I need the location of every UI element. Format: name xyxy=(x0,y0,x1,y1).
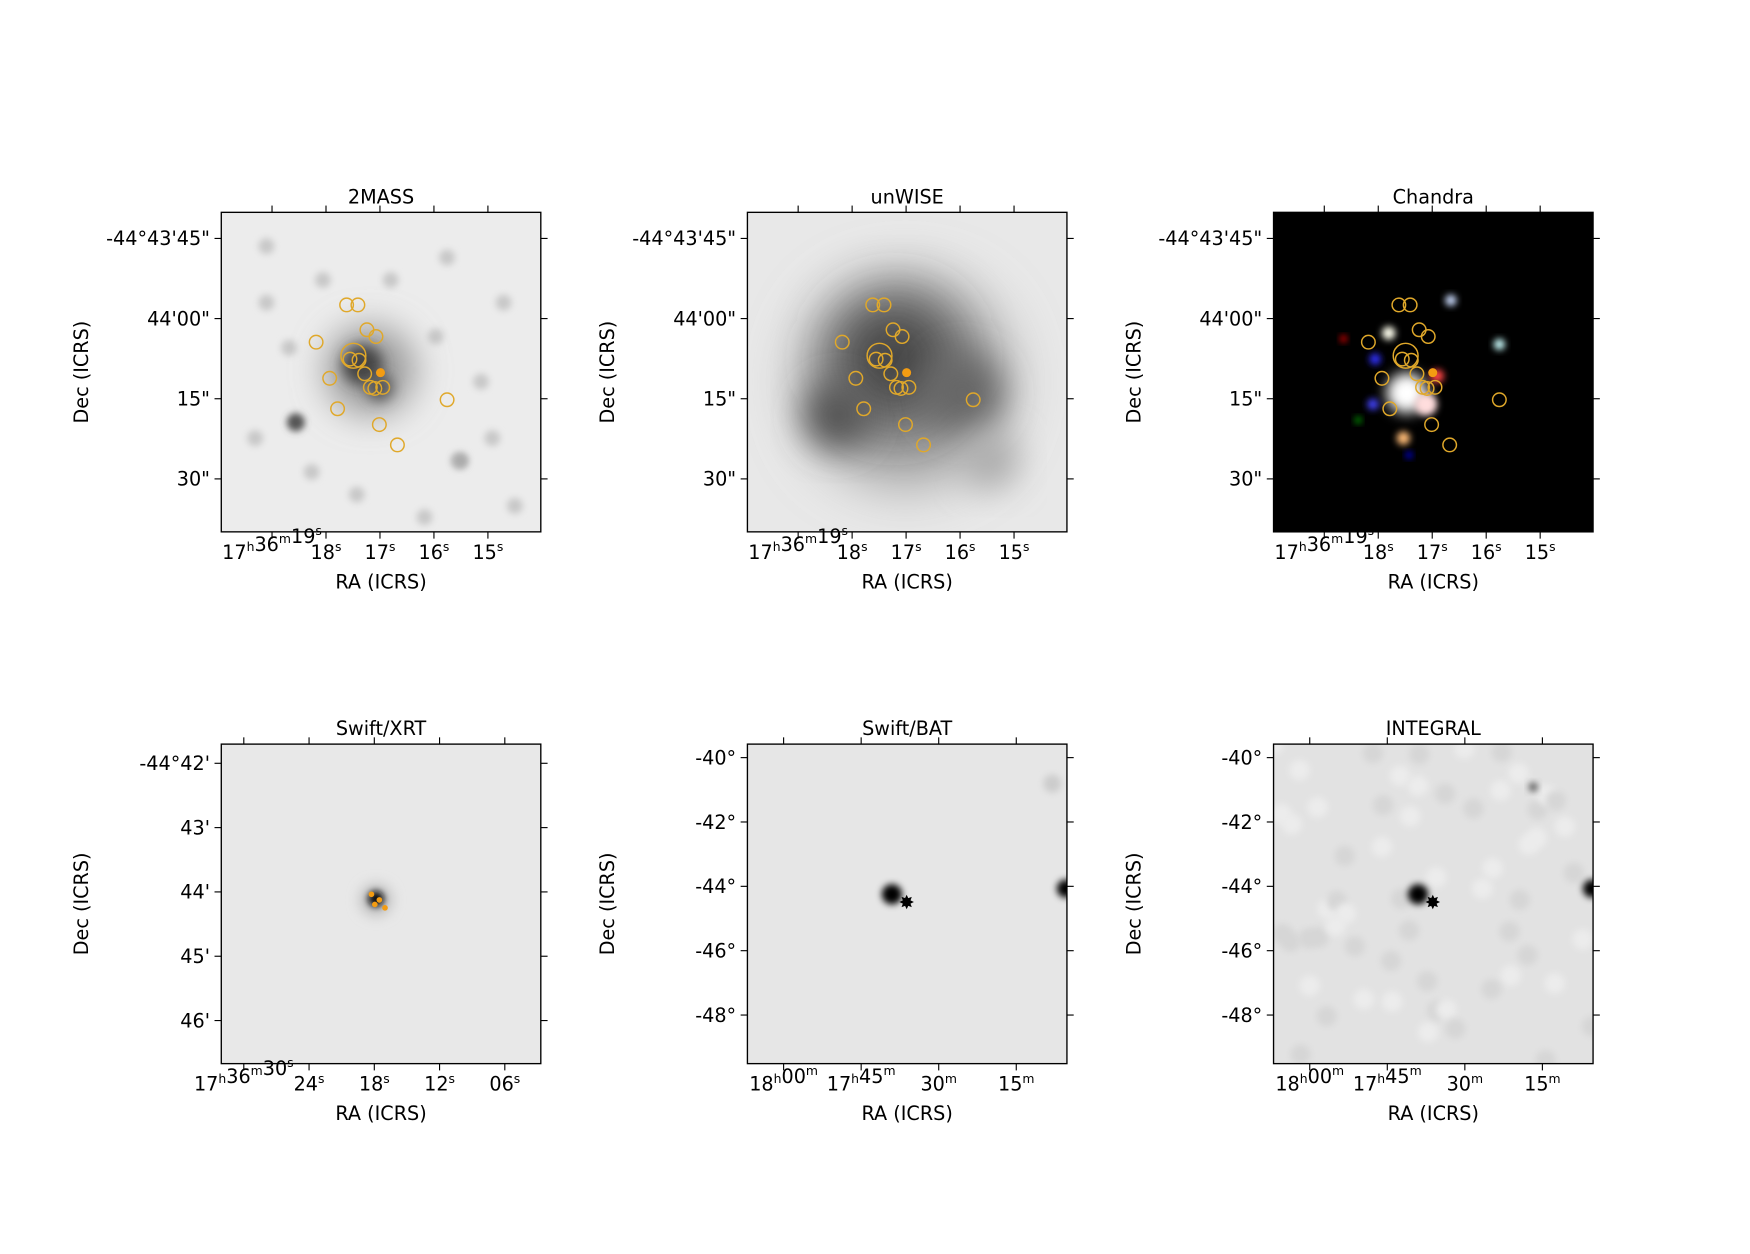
y-tick-label: -40° xyxy=(1221,746,1262,769)
y-axis-label: Dec (ICRS) xyxy=(1122,321,1145,424)
image: ✸ xyxy=(747,744,1067,1064)
y-tick-label: -44°43'45" xyxy=(632,227,736,250)
axes-frame xyxy=(220,211,542,533)
axes-frame xyxy=(220,743,542,1065)
y-tick-label: -44°43'45" xyxy=(106,227,210,250)
y-tick-label: -42° xyxy=(695,811,736,834)
y-tick-label: 15" xyxy=(703,388,736,411)
x-tick-label: 15m xyxy=(998,1071,1035,1096)
axes-frame xyxy=(1272,743,1594,1065)
y-axis-label: Dec (ICRS) xyxy=(1122,852,1145,955)
x-axis-label: RA (ICRS) xyxy=(335,1102,426,1125)
y-tick-label: -40° xyxy=(695,746,736,769)
panel-title: unWISE xyxy=(871,185,944,208)
x-tick-label: 18s xyxy=(837,539,868,564)
y-tick-label: -46° xyxy=(1221,939,1262,962)
x-tick-label: 06s xyxy=(489,1071,520,1096)
y-tick-label: -48° xyxy=(1221,1004,1262,1027)
x-axis-label: RA (ICRS) xyxy=(862,570,953,593)
y-tick-label: 44' xyxy=(180,881,210,904)
panel: ✸ INTEGRAL RA (ICRS) Dec (ICRS) 18h00m 17h45m… xyxy=(1122,717,1600,1125)
y-axis-label: Dec (ICRS) xyxy=(596,321,619,424)
axes-frame xyxy=(1272,211,1594,533)
y-tick-label: 45' xyxy=(180,945,210,968)
panel-title: Swift/XRT xyxy=(336,717,427,740)
y-tick-label: 30" xyxy=(177,468,210,491)
x-tick-label: 15s xyxy=(472,539,503,564)
y-tick-label: 44'00" xyxy=(673,307,736,330)
svg-text:✸: ✸ xyxy=(899,891,915,914)
y-tick-label: 30" xyxy=(703,468,736,491)
x-tick-label: 16s xyxy=(945,539,976,564)
image xyxy=(747,212,1067,532)
x-tick-label: 12s xyxy=(424,1071,455,1096)
image xyxy=(1273,212,1594,532)
x-axis-label: RA (ICRS) xyxy=(862,1102,953,1125)
panel-title: 2MASS xyxy=(348,185,414,208)
panel-title: Chandra xyxy=(1393,185,1474,208)
x-tick-label: 17s xyxy=(1417,539,1448,564)
x-tick-label: 18h00m xyxy=(1275,1063,1344,1096)
x-tick-label: 16s xyxy=(1471,539,1502,564)
x-axis-label: RA (ICRS) xyxy=(335,570,426,593)
y-tick-label: 46' xyxy=(180,1009,210,1032)
x-axis-label: RA (ICRS) xyxy=(1388,1102,1479,1125)
y-tick-label: 44'00" xyxy=(147,307,210,330)
x-tick-label: 24s xyxy=(294,1071,325,1096)
panel: ✸ Swift/BAT RA (ICRS) Dec (ICRS) 18h00m 17h45… xyxy=(596,717,1074,1125)
x-tick-label: 30m xyxy=(920,1071,957,1096)
axes-frame xyxy=(746,211,1068,533)
x-axis-label: RA (ICRS) xyxy=(1388,570,1479,593)
svg-text:✸: ✸ xyxy=(1425,891,1441,914)
y-tick-label: 30" xyxy=(1229,468,1262,491)
image xyxy=(221,212,541,532)
x-tick-label: 18s xyxy=(311,539,342,564)
x-tick-label: 30m xyxy=(1447,1071,1484,1096)
x-tick-label: 17s xyxy=(365,539,396,564)
x-tick-label: 15s xyxy=(999,539,1030,564)
axes-frame xyxy=(746,743,1068,1065)
y-tick-label: -44°42' xyxy=(139,752,210,775)
y-tick-label: 15" xyxy=(1229,388,1262,411)
x-tick-label: 16s xyxy=(418,539,449,564)
x-tick-label: 17h45m xyxy=(1353,1063,1422,1096)
x-tick-label: 15m xyxy=(1524,1071,1561,1096)
image: ✸ xyxy=(1273,744,1594,1064)
y-tick-label: -46° xyxy=(695,939,736,962)
x-tick-label: 18h00m xyxy=(749,1063,818,1096)
x-tick-label: 15s xyxy=(1525,539,1556,564)
x-tick-label: 18s xyxy=(359,1071,390,1096)
y-axis-label: Dec (ICRS) xyxy=(596,852,619,955)
y-tick-label: -44° xyxy=(1221,875,1262,898)
y-axis-label: Dec (ICRS) xyxy=(70,321,93,424)
image xyxy=(221,744,541,1064)
x-tick-label: 18s xyxy=(1363,539,1394,564)
y-tick-label: -42° xyxy=(1221,811,1262,834)
y-tick-label: 44'00" xyxy=(1199,307,1262,330)
y-tick-label: -44°43'45" xyxy=(1158,227,1262,250)
panel-title: INTEGRAL xyxy=(1386,717,1481,740)
y-tick-label: -44° xyxy=(695,875,736,898)
y-tick-label: -48° xyxy=(695,1004,736,1027)
panel-title: Swift/BAT xyxy=(862,717,952,740)
y-tick-label: 43' xyxy=(180,816,210,839)
x-tick-label: 17h45m xyxy=(827,1063,896,1096)
x-tick-label: 17s xyxy=(891,539,922,564)
y-axis-label: Dec (ICRS) xyxy=(70,852,93,955)
y-tick-label: 15" xyxy=(177,388,210,411)
